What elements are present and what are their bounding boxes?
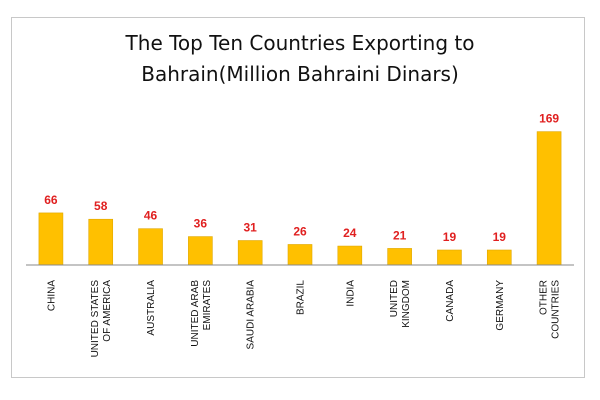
bar [287,244,313,266]
category-label: INDIA [345,280,356,307]
data-label: 24 [343,226,357,240]
data-label: 46 [144,209,158,223]
chart-title-line-2: Bahrain(Million Bahraini Dinars) [141,62,459,86]
bar [88,218,114,266]
category-label: UNITED [389,280,400,317]
bar [437,249,462,266]
data-label: 169 [539,112,559,126]
category-label: AUSTRALIA [146,280,157,336]
category-label: GERMANY [495,280,506,331]
bar [486,249,512,266]
data-label: 26 [293,224,307,238]
data-label: 66 [44,193,58,207]
chart-title-line-1: The Top Ten Countries Exporting to [125,31,475,55]
bar [138,228,163,266]
bar [536,131,562,266]
category-label: OTHER [539,280,550,315]
category-label: UNITED ARAB [190,280,201,347]
category-label: OF AMERICA [102,280,113,342]
chart-title: The Top Ten Countries Exporting to Bahra… [0,28,600,90]
bar [387,248,412,266]
data-label: 21 [393,228,407,242]
category-label: CANADA [445,280,456,322]
data-label: 19 [443,230,457,244]
bar [188,236,213,266]
bar [237,240,263,266]
category-label: COUNTRIES [551,280,562,339]
chart-frame [11,17,585,378]
category-label: CHINA [46,280,57,311]
category-label: KINGDOM [401,280,412,328]
data-label: 19 [493,230,507,244]
data-label: 31 [244,221,258,235]
category-label: UNITED STATES [90,280,101,358]
category-label: SAUDI ARABIA [246,280,257,350]
data-label: 58 [94,199,108,213]
data-label: 36 [194,217,208,231]
bar [337,245,363,266]
category-label: EMIRATES [202,280,213,331]
bar [38,212,64,266]
category-label: BRAZIL [296,280,307,315]
